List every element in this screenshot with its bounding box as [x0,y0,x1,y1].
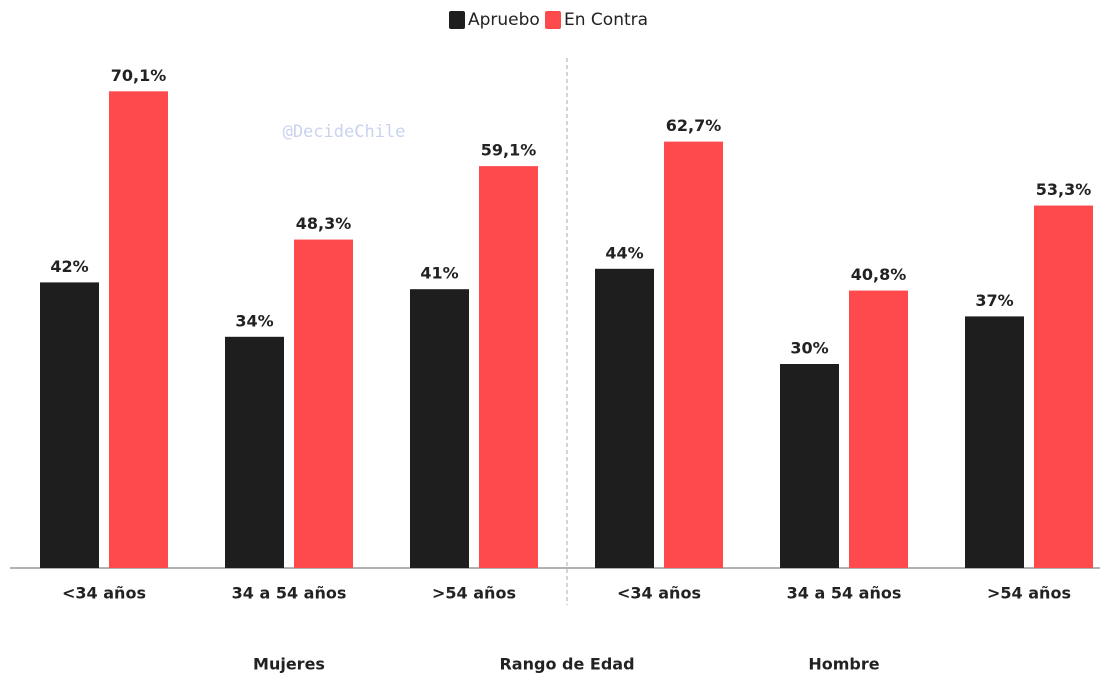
bar [109,91,168,568]
group-label: Hombre [808,655,879,674]
data-label: 53,3% [1036,180,1092,199]
data-label: 37% [975,291,1013,310]
data-label: 30% [790,339,828,358]
data-label: 48,3% [296,214,352,233]
x-tick-label: 34 a 54 años [232,584,347,603]
bar [410,289,469,568]
legend-swatch [449,11,465,29]
data-label: 41% [420,264,458,283]
bar [664,141,723,568]
legend-label: En Contra [564,10,648,30]
bar [595,268,654,568]
x-tick-label: 34 a 54 años [787,584,902,603]
x-tick-label: >54 años [987,584,1071,603]
x-tick-label: >54 años [432,584,516,603]
data-label: 44% [605,243,643,262]
watermark: @DecideChile [283,122,406,142]
data-label: 62,7% [666,116,722,135]
data-label: 40,8% [851,265,907,284]
group-label: Mujeres [253,655,325,674]
data-label: 34% [235,311,273,330]
data-label: 70,1% [111,66,167,85]
bar [479,166,538,568]
bar [849,290,908,568]
legend-swatch [545,11,561,29]
bar [965,316,1024,568]
bar [40,282,99,568]
x-axis-label: Rango de Edad [499,655,634,674]
bar [294,239,353,568]
data-label: 42% [50,257,88,276]
bar [225,336,284,568]
data-label: 59,1% [481,141,537,160]
bar [1034,205,1093,568]
x-tick-label: <34 años [62,584,146,603]
bar [780,364,839,568]
legend-label: Apruebo [468,10,540,30]
x-tick-label: <34 años [617,584,701,603]
